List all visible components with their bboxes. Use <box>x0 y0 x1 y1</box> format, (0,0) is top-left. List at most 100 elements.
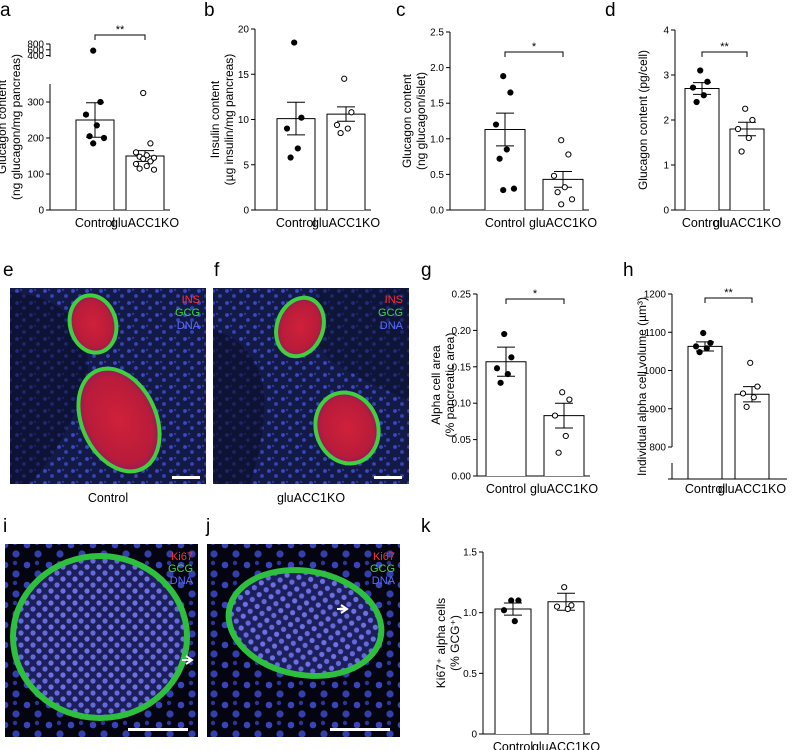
data-point <box>559 389 566 396</box>
y-tick-label: 0.0 <box>430 206 444 217</box>
x-category-label: Control <box>485 216 525 230</box>
scale-bar <box>374 476 402 479</box>
data-point <box>568 602 575 609</box>
channel-label-blue: DNA <box>177 320 201 332</box>
y-tick-label: 1.0 <box>463 608 477 619</box>
x-category-label: Control <box>493 740 533 750</box>
significance-label: ** <box>720 41 729 53</box>
y-tick-label: 0.00 <box>452 472 472 483</box>
data-point <box>140 89 147 97</box>
y-axis-label: Glucagon content <box>0 79 9 174</box>
data-point <box>344 125 351 132</box>
y-axis-label: Alpha cell area <box>429 345 443 425</box>
data-point <box>568 196 576 203</box>
panel-letter-c: c <box>396 0 406 21</box>
data-point <box>700 329 707 337</box>
data-point <box>564 605 571 613</box>
y-axis-label: (ng glucagon/islet) <box>414 72 428 170</box>
y-tick-label: 2.5 <box>430 28 444 39</box>
x-category-label: gluACC1KO <box>312 216 380 230</box>
data-point <box>561 584 568 591</box>
y-axis-label: Glucagon content <box>400 73 414 168</box>
panel-letter-i: i <box>3 516 7 537</box>
bar-gluacc1ko <box>729 128 765 210</box>
data-point <box>287 154 294 161</box>
significance-bracket <box>505 298 565 304</box>
micrograph-f: INS GCG DNA <box>213 288 409 484</box>
x-category-label: Control <box>75 216 115 230</box>
data-point <box>500 186 507 194</box>
x-category-label: Control <box>682 216 722 230</box>
data-point <box>337 129 344 137</box>
data-point <box>704 78 711 85</box>
arrow-icon <box>337 604 349 614</box>
data-point <box>508 354 515 361</box>
data-point <box>554 189 561 196</box>
data-point <box>566 396 573 403</box>
y-tick-label: 0.5 <box>463 669 477 680</box>
y-tick-label: 20 <box>238 25 250 36</box>
data-point <box>555 449 562 456</box>
channel-label-green: GCG <box>168 563 193 575</box>
data-point <box>750 394 757 401</box>
data-point <box>561 184 568 191</box>
micrograph-i: Ki67 GCG DNA <box>5 544 198 737</box>
channel-label-red: INS <box>182 294 200 306</box>
x-category-label: gluACC1KO <box>713 216 781 230</box>
arrow-icon <box>182 655 194 665</box>
x-category-label: gluACC1KO <box>111 216 179 230</box>
y-axis-label: (% GCG⁺) <box>448 615 462 671</box>
data-point <box>693 98 700 106</box>
data-point <box>140 155 147 162</box>
data-point <box>341 75 348 82</box>
x-category-label: gluACC1KO <box>529 216 597 230</box>
data-point <box>132 149 140 156</box>
data-point <box>291 39 298 46</box>
micrograph-e: INS GCG DNA <box>10 288 206 484</box>
data-point <box>298 114 305 121</box>
data-point <box>562 432 569 440</box>
data-point <box>558 137 565 144</box>
channel-label-red: Ki67 <box>373 551 395 563</box>
data-point <box>143 162 150 170</box>
caption-control: Control <box>88 491 128 505</box>
significance-bracket <box>701 51 748 57</box>
data-point <box>97 98 104 106</box>
panel-letter-h: h <box>623 260 634 281</box>
data-point <box>550 172 558 179</box>
channel-label-green: GCG <box>370 563 395 575</box>
data-point <box>553 603 561 610</box>
x-category-label: Control <box>685 482 725 496</box>
panel-letter-g: g <box>421 260 432 281</box>
y-tick-label: 0.25 <box>452 290 472 301</box>
data-point <box>492 121 500 128</box>
data-point <box>734 125 742 133</box>
y-tick-label: 0 <box>243 206 249 217</box>
data-point <box>333 121 341 129</box>
x-category-label: Control <box>486 482 526 496</box>
data-point <box>738 148 745 155</box>
data-point <box>515 597 522 604</box>
y-tick-label: 5 <box>243 160 249 171</box>
data-point <box>510 185 518 192</box>
y-tick-label: 1.0 <box>430 134 444 145</box>
bar-control <box>485 361 527 476</box>
y-tick-label: 4 <box>663 26 669 37</box>
data-point <box>739 390 747 397</box>
channel-label-green: GCG <box>175 307 200 319</box>
y-tick-label: 800 <box>649 443 666 454</box>
significance-label: ** <box>116 24 125 36</box>
y-tick-label: 1.5 <box>430 99 444 110</box>
y-tick-label: 0 <box>471 730 477 741</box>
panel-letter-j: j <box>205 516 210 537</box>
channel-label-blue: DNA <box>170 575 194 587</box>
bar-control <box>687 345 723 447</box>
y-tick-label: 800 <box>27 40 44 51</box>
y-tick-label: 100 <box>27 170 44 181</box>
data-point <box>283 125 291 132</box>
significance-label: * <box>532 41 537 53</box>
chart-c: 0.0 0.5 1.0 1.5 2.0 2.5 Control gluACC1KO * Gluca… <box>400 28 597 231</box>
